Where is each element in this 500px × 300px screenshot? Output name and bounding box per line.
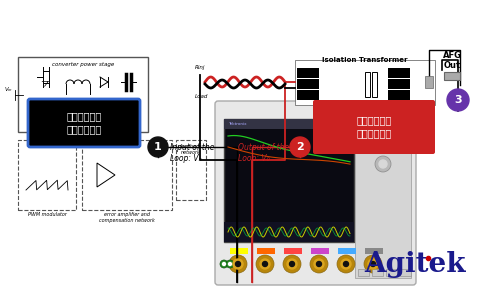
Bar [392, 122, 408, 127]
Circle shape [226, 260, 234, 268]
Bar [358, 269, 369, 276]
FancyBboxPatch shape [224, 119, 354, 242]
Bar [82, 140, 172, 210]
Bar [372, 72, 377, 97]
Text: 在注入电阵下
側的为环路的: 在注入电阵下 側的为环路的 [66, 111, 102, 135]
Bar [224, 222, 354, 242]
Circle shape [314, 259, 324, 269]
Text: Agitek: Agitek [364, 251, 466, 278]
Bar [357, 122, 374, 127]
Bar [297, 68, 319, 78]
Bar [295, 60, 435, 105]
Text: 2: 2 [296, 142, 304, 152]
Bar [224, 119, 354, 129]
Circle shape [290, 262, 294, 266]
Bar [338, 248, 356, 254]
Circle shape [222, 262, 226, 266]
Bar [365, 248, 383, 254]
Bar [400, 269, 411, 276]
Bar [386, 269, 397, 276]
Circle shape [376, 132, 390, 146]
Bar [392, 114, 408, 119]
Bar [425, 76, 433, 88]
Text: AFG
Out: AFG Out [442, 51, 462, 70]
Bar [297, 90, 319, 100]
Circle shape [370, 262, 376, 266]
Text: Load: Load [195, 94, 208, 99]
Circle shape [228, 262, 232, 266]
Circle shape [341, 259, 351, 269]
Text: Tektronix: Tektronix [228, 122, 246, 126]
Circle shape [379, 160, 387, 168]
Bar [388, 90, 410, 100]
Bar [388, 79, 410, 89]
FancyBboxPatch shape [215, 101, 416, 285]
Text: error amplifier and
compensation network: error amplifier and compensation network [99, 212, 155, 223]
Circle shape [236, 262, 240, 266]
Circle shape [290, 137, 310, 157]
Circle shape [368, 259, 378, 269]
Circle shape [447, 89, 469, 111]
Circle shape [316, 262, 322, 266]
Text: 在注入电阵上
側的为环路的: 在注入电阵上 側的为环路的 [356, 116, 392, 139]
Circle shape [337, 255, 355, 273]
Text: 3: 3 [454, 95, 462, 105]
Text: Rinj: Rinj [195, 65, 205, 70]
Bar [230, 248, 248, 254]
Bar [18, 140, 76, 210]
Polygon shape [97, 163, 115, 187]
Circle shape [283, 255, 301, 273]
Text: Isolation Transformer: Isolation Transformer [322, 57, 408, 63]
Circle shape [371, 127, 395, 151]
Bar [311, 248, 329, 254]
Text: 1: 1 [154, 142, 162, 152]
Circle shape [220, 260, 228, 268]
Circle shape [287, 259, 297, 269]
Text: Output of the
Loop: V₀: Output of the Loop: V₀ [238, 143, 289, 163]
Bar [257, 248, 275, 254]
Circle shape [262, 262, 268, 266]
Bar [357, 114, 374, 119]
Text: Input of the
Loop: Vₙ: Input of the Loop: Vₙ [170, 143, 214, 163]
Bar [365, 72, 370, 97]
Circle shape [310, 255, 328, 273]
Bar [374, 122, 391, 127]
Bar [388, 68, 410, 78]
Bar [372, 269, 383, 276]
Circle shape [344, 262, 348, 266]
Text: Scope: Scope [299, 88, 332, 98]
Text: converter power stage: converter power stage [52, 62, 114, 67]
Circle shape [364, 255, 382, 273]
Text: feedback
network: feedback network [180, 144, 202, 155]
Bar [374, 114, 391, 119]
FancyBboxPatch shape [313, 100, 435, 154]
Bar [176, 140, 206, 200]
Circle shape [260, 259, 270, 269]
Bar [444, 72, 460, 80]
FancyBboxPatch shape [28, 99, 140, 147]
Bar [18, 57, 148, 132]
Circle shape [375, 156, 391, 172]
Bar [284, 248, 302, 254]
Bar [297, 79, 319, 89]
Text: $V_{in}$: $V_{in}$ [4, 85, 13, 94]
Bar [355, 108, 411, 278]
Text: PWM modulator: PWM modulator [28, 212, 66, 217]
Circle shape [256, 255, 274, 273]
Circle shape [233, 259, 243, 269]
Circle shape [148, 137, 168, 157]
Circle shape [229, 255, 247, 273]
